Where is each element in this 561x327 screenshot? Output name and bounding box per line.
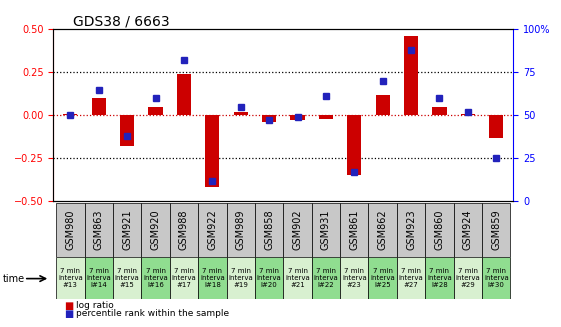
Bar [91,98,106,115]
Bar [149,107,163,115]
Bar [397,257,425,299]
Text: 7 min
interva
#17: 7 min interva #17 [172,268,196,288]
Bar [262,115,276,122]
Bar [255,257,283,299]
Bar [63,113,77,115]
Text: ■: ■ [65,301,73,311]
Bar [433,107,447,115]
Text: ■: ■ [65,309,73,319]
Bar [141,203,170,257]
Bar [255,203,283,257]
Bar [312,257,340,299]
Bar [56,203,85,257]
Text: 7 min
interva
#23: 7 min interva #23 [342,268,367,288]
Text: GSM931: GSM931 [321,210,331,250]
Text: 7 min
interva
l#22: 7 min interva l#22 [314,268,338,288]
Text: GSM922: GSM922 [208,209,217,250]
Bar [340,203,369,257]
Text: 7 min
interva
#19: 7 min interva #19 [228,268,253,288]
Bar [454,203,482,257]
Text: GSM924: GSM924 [463,209,473,250]
Text: GSM858: GSM858 [264,209,274,250]
Bar [170,203,198,257]
Bar [283,257,312,299]
Bar [454,257,482,299]
Bar [482,203,511,257]
Bar [489,115,503,138]
Bar [369,257,397,299]
Bar [319,115,333,119]
Bar [291,115,305,120]
Bar [56,257,85,299]
Text: 7 min
interva
l#16: 7 min interva l#16 [143,268,168,288]
Text: 7 min
interva
l#18: 7 min interva l#18 [200,268,225,288]
Text: GSM988: GSM988 [179,210,189,250]
Bar [113,257,141,299]
Bar [198,257,227,299]
Bar [369,203,397,257]
Bar [233,112,248,115]
Bar [347,115,361,175]
Bar [397,203,425,257]
Bar [177,74,191,115]
Text: GSM902: GSM902 [292,209,302,250]
Bar [404,36,418,115]
Bar [461,113,475,115]
Bar [227,203,255,257]
Bar [425,257,454,299]
Text: time: time [3,274,25,284]
Text: GSM989: GSM989 [236,210,246,250]
Text: 7 min
interva
l#25: 7 min interva l#25 [370,268,395,288]
Text: GSM862: GSM862 [378,209,388,250]
Text: GSM863: GSM863 [94,210,104,250]
Text: 7 min
interva
l#20: 7 min interva l#20 [257,268,282,288]
Bar [283,203,312,257]
Text: 7 min
interva
#27: 7 min interva #27 [399,268,424,288]
Bar [85,203,113,257]
Text: 7 min
interva
l#28: 7 min interva l#28 [427,268,452,288]
Text: 7 min
interva
l#14: 7 min interva l#14 [86,268,111,288]
Text: GSM860: GSM860 [434,210,444,250]
Bar [312,203,340,257]
Text: GSM859: GSM859 [491,209,502,250]
Bar [376,95,390,115]
Bar [425,203,454,257]
Text: GSM980: GSM980 [65,210,75,250]
Bar [85,257,113,299]
Bar [141,257,170,299]
Bar [205,115,219,187]
Text: 7 min
interva
l#30: 7 min interva l#30 [484,268,509,288]
Bar [170,257,198,299]
Text: GDS38 / 6663: GDS38 / 6663 [73,15,169,29]
Bar [482,257,511,299]
Bar [227,257,255,299]
Text: GSM861: GSM861 [350,210,359,250]
Bar [120,115,134,146]
Text: GSM923: GSM923 [406,209,416,250]
Bar [198,203,227,257]
Text: percentile rank within the sample: percentile rank within the sample [76,309,229,318]
Text: 7 min
interva
#15: 7 min interva #15 [115,268,140,288]
Text: GSM921: GSM921 [122,209,132,250]
Text: 7 min
interva
#29: 7 min interva #29 [456,268,480,288]
Bar [340,257,369,299]
Text: 7 min
interva
#21: 7 min interva #21 [285,268,310,288]
Bar [113,203,141,257]
Text: GSM920: GSM920 [150,209,160,250]
Text: log ratio: log ratio [76,301,113,310]
Text: 7 min
interva
#13: 7 min interva #13 [58,268,82,288]
